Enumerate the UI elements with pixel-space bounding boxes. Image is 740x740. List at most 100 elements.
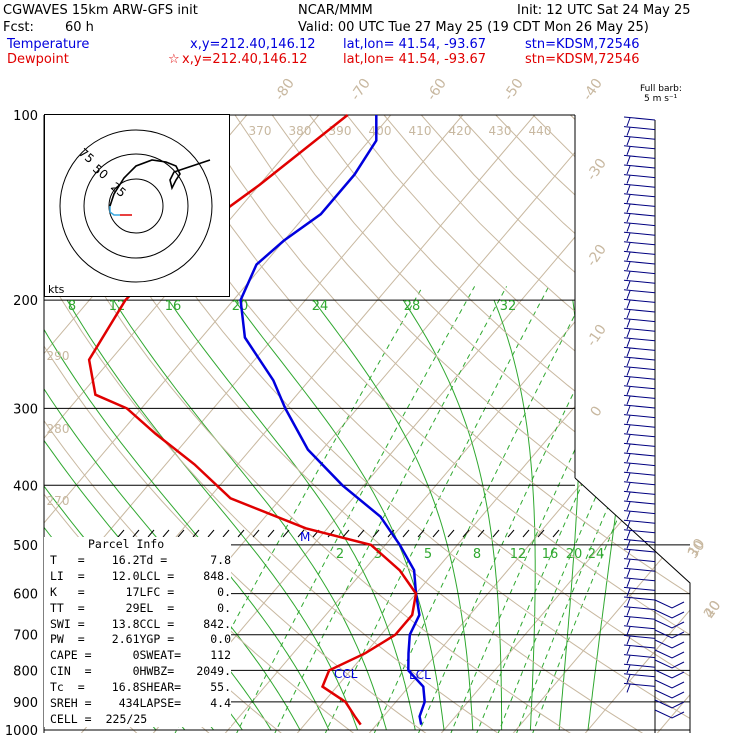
wind-barb [623, 260, 656, 265]
wind-barb-flag [626, 405, 631, 415]
dry-adiabat-line [44, 115, 586, 733]
wind-barb [623, 270, 656, 275]
wind-barb-flag [626, 329, 631, 338]
wind-barb [623, 519, 656, 524]
isotherm-label--70: -70 [348, 76, 374, 104]
hatch-mark [132, 529, 140, 538]
wind-barb [623, 654, 656, 659]
wind-barb [623, 558, 656, 563]
parcel-cell: 17 [125, 584, 140, 599]
wind-barb-flag [626, 588, 631, 597]
theta-label-420: 420 [449, 124, 472, 138]
pressure-label-800: 800 [13, 664, 38, 679]
wind-barb [623, 346, 656, 351]
hodo-trace-upper [109, 159, 211, 207]
parcel-cell: 848. [203, 568, 231, 583]
wind-barb-flag [626, 597, 631, 607]
wind-barb-flag [626, 319, 631, 328]
parcel-cell [191, 712, 231, 728]
wind-barb [623, 279, 656, 284]
theta-label-370: 370 [249, 124, 272, 138]
mixing-ratio-label-32: 32 [500, 299, 517, 314]
valid-time: Valid: 00 UTC Tue 27 May 25 (19 CDT Mon … [298, 20, 649, 35]
temperature-latlon: lat,lon= 41.54, -93.67 [343, 37, 486, 52]
model-title: CGWAVES 15km ARW-GFS init [3, 3, 198, 18]
wind-barb-flag [626, 434, 631, 443]
ccl-label: CCL [334, 667, 358, 681]
hodograph: 75 50 25 kts [44, 114, 230, 297]
hodograph-frame [44, 114, 230, 297]
hatch-mark [477, 529, 485, 538]
isotherm-label-30: 30 [685, 538, 708, 562]
mixing-ratio-label-16: 16 [165, 299, 182, 314]
wind-barb-flag [626, 309, 631, 319]
isotherm-label--30: -30 [584, 156, 610, 184]
wind-barb-flag [626, 607, 631, 616]
wind-barb [623, 567, 656, 572]
wind-barb-flag [626, 415, 631, 424]
wind-barb-flag [626, 684, 631, 693]
parcel-cell: K = [50, 584, 85, 599]
hatch-mark [162, 529, 170, 538]
wind-barb-flag [626, 223, 631, 232]
mixing-ratio-label-12: 12 [109, 299, 126, 314]
parcel-cell: HWBZ= [139, 664, 175, 679]
mixing-ratio-line [528, 286, 690, 733]
parcel-cell: 12.0 [111, 568, 140, 583]
parcel-cell: 112 [210, 648, 231, 663]
mixing-ratio-label-28: 28 [404, 299, 421, 314]
wind-barb-flag [626, 300, 631, 309]
parcel-cell: T = [50, 552, 85, 567]
temperature-xy: x,y=212.40,146.12 [190, 37, 316, 52]
pressure-label-400: 400 [13, 479, 38, 494]
wind-barb [623, 615, 656, 620]
isotherm-label--10: -10 [584, 322, 610, 350]
wind-barb-low [654, 669, 685, 679]
hatch-mark [357, 529, 365, 538]
pressure-label-500: 500 [13, 539, 38, 554]
wind-barb-flag [626, 473, 631, 482]
wind-barb [623, 385, 656, 390]
pressure-label-1000: 1000 [5, 724, 38, 739]
isotherm-line [721, 115, 740, 740]
header: CGWAVES 15km ARW-GFS init NCAR/MMM Init:… [3, 3, 691, 67]
theta-label-290: 290 [47, 349, 70, 363]
mixing-ratio-line [512, 286, 690, 733]
wind-barb [623, 154, 656, 159]
isotherm-label--80: -80 [272, 76, 298, 104]
hatch-mark [507, 529, 515, 538]
parcel-cell: Tc = [50, 680, 85, 695]
theta-label-440: 440 [529, 124, 552, 138]
wind-barb [623, 193, 656, 198]
mixing-ratio-label-24: 24 [588, 547, 605, 562]
wind-barb [623, 471, 656, 476]
wind-barb-flag [626, 261, 631, 271]
wind-barb-flag [626, 137, 631, 146]
sounding-series [87, 114, 426, 726]
mixing-ratio-label-20: 20 [232, 299, 249, 314]
wind-barb-flag [626, 357, 631, 367]
wind-barb-flag [626, 367, 631, 376]
wind-barb [623, 375, 656, 380]
pressure-label-600: 600 [13, 588, 38, 603]
wind-barb [623, 250, 656, 255]
temperature-line [239, 115, 426, 725]
pressure-label-700: 700 [13, 629, 38, 644]
wind-barb [623, 625, 656, 630]
moist-adiabat-line [493, 299, 536, 731]
mixing-ratio-label-8: 8 [68, 299, 76, 314]
wind-barb-low [654, 699, 685, 709]
wind-barb [623, 289, 656, 294]
wind-barb-flag [626, 674, 631, 683]
wind-barb-flag [626, 242, 631, 251]
wind-barb-flag [626, 530, 631, 539]
fcst-label: Fcst: [3, 20, 34, 35]
mixing-ratio-line [269, 286, 508, 733]
parcel-cell: 2049. [196, 664, 231, 679]
isotherm-line [44, 115, 392, 733]
parcel-cell: 7.8 [210, 552, 231, 567]
wind-barb-flag [626, 194, 631, 203]
mixing-ratio-label-12: 12 [510, 547, 527, 562]
pressure-label-300: 300 [13, 402, 38, 417]
